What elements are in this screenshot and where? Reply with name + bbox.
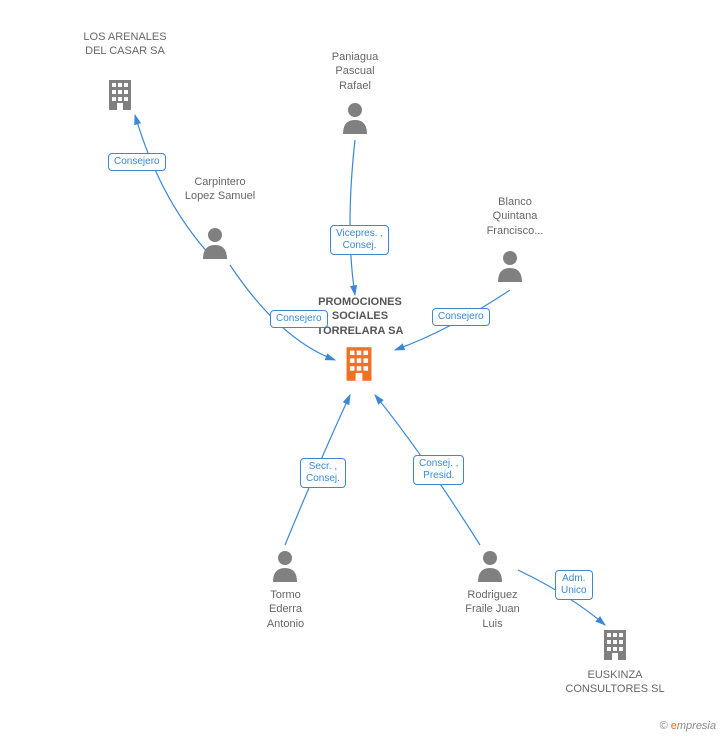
node-label-euskinza: EUSKINZA CONSULTORES SL (560, 668, 670, 697)
edge-label-e2: Consejero (270, 310, 328, 328)
network-diagram: LOS ARENALES DEL CASAR SA Paniagua Pascu… (0, 0, 728, 740)
person-icon (495, 248, 525, 287)
person-icon (340, 100, 370, 139)
node-label-los-arenales: LOS ARENALES DEL CASAR SA (80, 30, 170, 59)
building-icon (105, 78, 135, 117)
edge-label-e1: Consejero (108, 153, 166, 171)
node-label-tormo: Tormo Ederra Antonio (253, 588, 318, 631)
node-label-rodriguez: Rodriguez Fraile Juan Luis (455, 588, 530, 631)
brand-rest: mpresia (677, 720, 716, 732)
edge-label-e4: Consejero (432, 308, 490, 326)
edge-e3 (350, 140, 355, 295)
node-label-paniagua: Paniagua Pascual Rafael (320, 50, 390, 93)
person-icon (270, 548, 300, 587)
edge-label-e7: Adm. Unico (555, 570, 593, 600)
building-icon (342, 345, 376, 388)
copyright-symbol: © (660, 720, 668, 732)
building-icon (600, 628, 630, 667)
person-icon (475, 548, 505, 587)
node-label-blanco: Blanco Quintana Francisco... (475, 195, 555, 238)
node-label-carpintero: Carpintero Lopez Samuel (180, 175, 260, 204)
edge-label-e5: Secr. , Consej. (300, 458, 346, 488)
person-icon (200, 225, 230, 264)
footer-copyright: © empresia (660, 720, 716, 732)
edge-label-e6: Consej. , Presid. (413, 455, 464, 485)
edge-label-e3: Vicepres. , Consej. (330, 225, 389, 255)
